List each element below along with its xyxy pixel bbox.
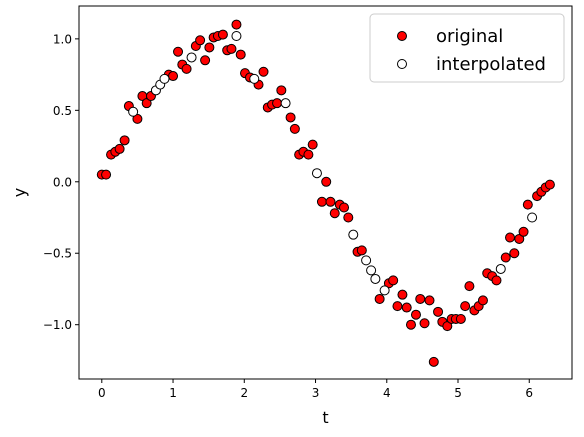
y-tick-label: −0.5 bbox=[43, 247, 72, 261]
interpolated-point bbox=[186, 52, 197, 63]
x-tick-label: 6 bbox=[525, 386, 533, 400]
original-point bbox=[343, 212, 354, 223]
original-point bbox=[339, 202, 350, 213]
original-point bbox=[392, 301, 403, 312]
original-point bbox=[114, 143, 125, 154]
interpolated-point bbox=[128, 106, 139, 117]
x-tick-label: 2 bbox=[240, 386, 248, 400]
original-point bbox=[101, 169, 112, 180]
interpolated-point bbox=[311, 168, 322, 179]
original-point bbox=[397, 289, 408, 300]
original-point bbox=[325, 196, 336, 207]
original-point bbox=[168, 71, 179, 82]
interpolated-point bbox=[348, 229, 359, 240]
x-axis-label: t bbox=[322, 408, 328, 427]
legend-marker-interpolated bbox=[397, 59, 407, 69]
y-tick-label: 0.0 bbox=[53, 175, 72, 189]
legend-frame bbox=[369, 13, 565, 83]
original-point bbox=[119, 135, 130, 146]
original-point bbox=[217, 29, 228, 40]
interpolated-point bbox=[159, 73, 170, 84]
original-point bbox=[132, 113, 143, 124]
interpolated-point bbox=[361, 255, 372, 266]
original-point bbox=[433, 306, 444, 317]
original-point bbox=[405, 319, 416, 330]
original-point bbox=[226, 43, 237, 54]
original-point bbox=[415, 293, 426, 304]
x-tick-label: 0 bbox=[98, 386, 106, 400]
interpolated-point bbox=[379, 285, 390, 296]
original-point bbox=[200, 55, 211, 66]
original-point bbox=[356, 245, 367, 256]
y-tick-label: 1.0 bbox=[53, 32, 72, 46]
original-point bbox=[329, 208, 340, 219]
original-point bbox=[401, 302, 412, 313]
original-point bbox=[258, 66, 269, 77]
original-point bbox=[509, 248, 520, 259]
original-point bbox=[231, 19, 242, 30]
original-point bbox=[419, 318, 430, 329]
legend-label-interpolated: interpolated bbox=[436, 54, 546, 75]
x-tick-label: 1 bbox=[169, 386, 177, 400]
original-point bbox=[477, 295, 488, 306]
y-tick-label: 0.5 bbox=[53, 104, 72, 118]
original-point bbox=[374, 293, 385, 304]
legend: original interpolated bbox=[369, 13, 565, 83]
interpolated-point bbox=[495, 263, 506, 274]
original-point bbox=[141, 98, 152, 109]
original-point bbox=[514, 233, 525, 244]
original-point bbox=[321, 176, 332, 187]
original-point bbox=[428, 356, 439, 367]
interpolated-point bbox=[249, 73, 260, 84]
original-point bbox=[316, 196, 327, 207]
original-point bbox=[544, 179, 555, 190]
interpolated-point bbox=[366, 265, 377, 276]
original-point bbox=[505, 232, 516, 243]
original-point bbox=[410, 309, 421, 320]
y-axis-ticks: −1.0 −0.5 0.0 0.5 1.0 bbox=[43, 32, 79, 332]
x-tick-label: 4 bbox=[383, 386, 391, 400]
original-point bbox=[522, 199, 533, 210]
original-point bbox=[442, 321, 453, 332]
original-point bbox=[272, 98, 283, 109]
legend-marker-original bbox=[397, 31, 407, 41]
original-point bbox=[289, 123, 300, 134]
x-axis-ticks: 0 1 2 3 4 5 6 bbox=[98, 379, 533, 400]
original-point bbox=[285, 112, 296, 123]
original-point bbox=[455, 313, 466, 324]
interpolated-point bbox=[370, 273, 381, 284]
original-point bbox=[491, 275, 502, 286]
original-point bbox=[460, 301, 471, 312]
legend-label-original: original bbox=[436, 26, 503, 47]
original-point bbox=[303, 149, 314, 160]
interpolated-point bbox=[231, 31, 242, 42]
original-point bbox=[500, 252, 511, 263]
plot-frame bbox=[78, 5, 573, 380]
y-axis-label: y bbox=[10, 188, 29, 197]
interpolated-point bbox=[527, 212, 538, 223]
original-point bbox=[173, 46, 184, 57]
original-point bbox=[181, 63, 192, 74]
original-point bbox=[204, 42, 215, 53]
original-point bbox=[388, 275, 399, 286]
interpolated-point bbox=[280, 98, 291, 109]
x-tick-label: 5 bbox=[454, 386, 462, 400]
original-point bbox=[276, 85, 287, 96]
original-point bbox=[424, 295, 435, 306]
original-point bbox=[307, 139, 318, 150]
y-tick-label: −1.0 bbox=[43, 318, 72, 332]
original-point bbox=[518, 226, 529, 237]
original-point bbox=[235, 49, 246, 60]
data-points bbox=[96, 19, 555, 367]
x-tick-label: 3 bbox=[312, 386, 320, 400]
original-point bbox=[464, 281, 475, 292]
original-point bbox=[195, 35, 206, 46]
